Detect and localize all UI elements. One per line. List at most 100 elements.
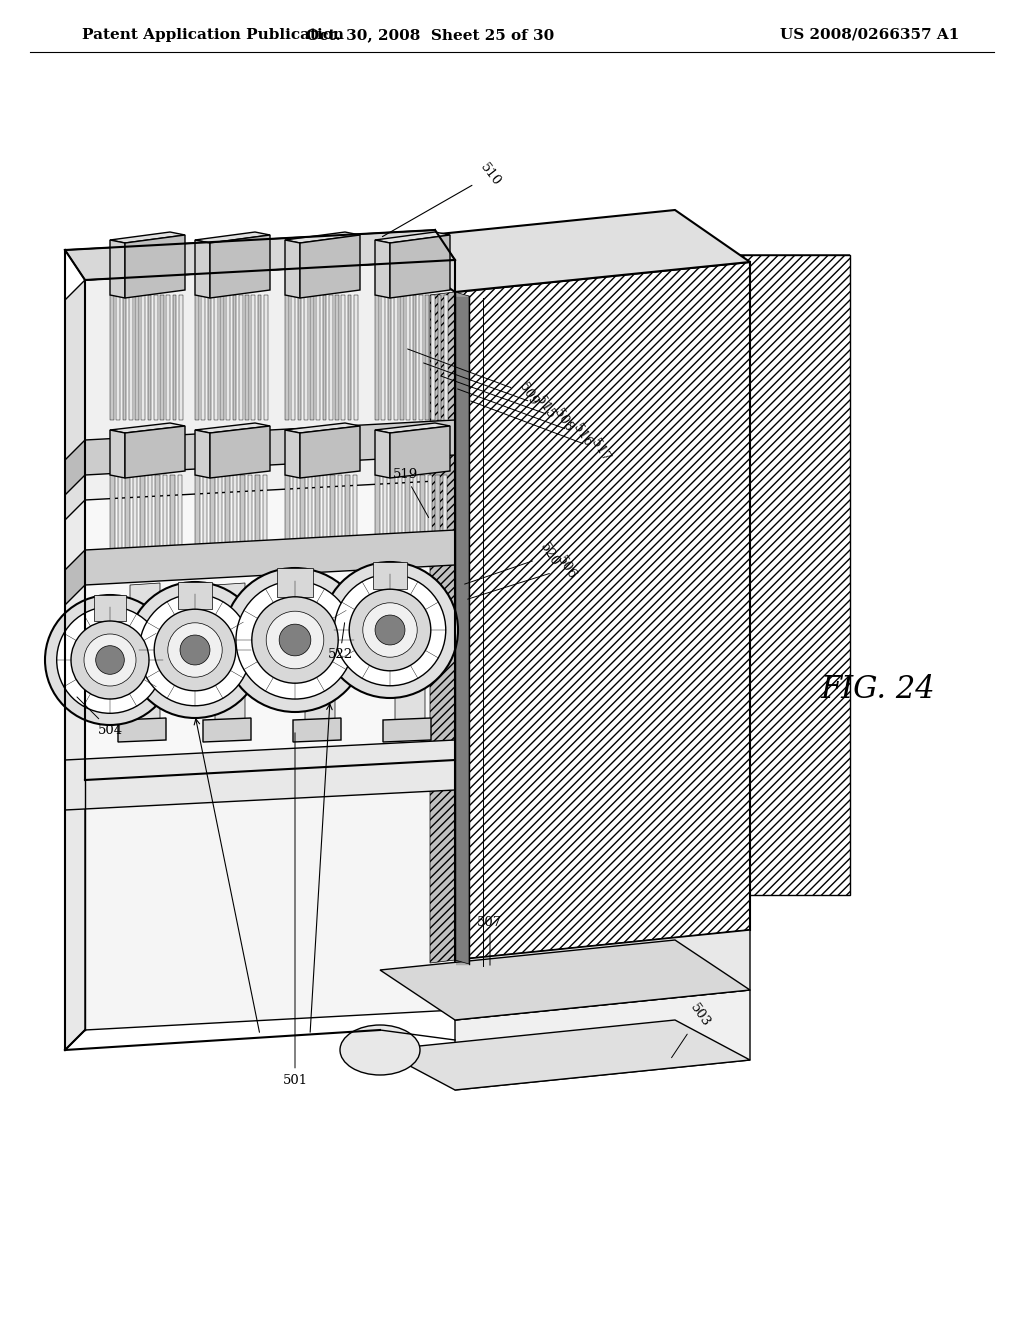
- Polygon shape: [316, 294, 321, 420]
- Polygon shape: [160, 294, 164, 420]
- Polygon shape: [353, 294, 357, 420]
- Polygon shape: [329, 294, 333, 420]
- Polygon shape: [226, 294, 230, 420]
- Polygon shape: [215, 583, 245, 722]
- Polygon shape: [203, 718, 251, 742]
- Polygon shape: [293, 475, 297, 550]
- Circle shape: [95, 645, 124, 675]
- Polygon shape: [202, 294, 205, 420]
- Polygon shape: [214, 294, 218, 420]
- Polygon shape: [118, 475, 122, 550]
- Polygon shape: [345, 475, 349, 550]
- Polygon shape: [264, 294, 267, 420]
- Polygon shape: [387, 294, 391, 420]
- Polygon shape: [172, 294, 176, 420]
- Polygon shape: [125, 235, 185, 298]
- Polygon shape: [195, 422, 270, 433]
- Polygon shape: [455, 255, 850, 290]
- Circle shape: [180, 635, 210, 665]
- Polygon shape: [65, 280, 85, 540]
- Polygon shape: [431, 294, 435, 420]
- Polygon shape: [455, 292, 469, 964]
- Polygon shape: [135, 294, 139, 420]
- Text: Oct. 30, 2008  Sheet 25 of 30: Oct. 30, 2008 Sheet 25 of 30: [306, 28, 554, 42]
- Polygon shape: [232, 475, 238, 550]
- Text: 522: 522: [328, 623, 352, 661]
- Polygon shape: [240, 475, 245, 550]
- Text: FIG. 24: FIG. 24: [820, 675, 935, 705]
- Polygon shape: [427, 475, 432, 550]
- Polygon shape: [347, 294, 351, 420]
- Polygon shape: [338, 475, 342, 550]
- Polygon shape: [110, 475, 115, 550]
- Circle shape: [223, 568, 367, 711]
- Polygon shape: [375, 422, 450, 433]
- Text: 504: 504: [77, 697, 123, 737]
- Text: Patent Application Publication: Patent Application Publication: [82, 28, 344, 42]
- Text: 520: 520: [465, 541, 562, 585]
- Text: 501: 501: [283, 733, 307, 1086]
- Text: 507: 507: [477, 916, 503, 965]
- Polygon shape: [195, 475, 200, 550]
- Text: 510: 510: [382, 161, 503, 236]
- Polygon shape: [210, 426, 270, 478]
- Polygon shape: [291, 294, 295, 420]
- Polygon shape: [390, 235, 450, 298]
- Circle shape: [127, 582, 263, 718]
- Polygon shape: [248, 475, 252, 550]
- Polygon shape: [307, 475, 312, 550]
- Polygon shape: [437, 294, 441, 420]
- Circle shape: [236, 581, 354, 700]
- Polygon shape: [125, 426, 185, 478]
- Polygon shape: [210, 475, 215, 550]
- Circle shape: [266, 611, 324, 669]
- Polygon shape: [419, 294, 423, 420]
- Polygon shape: [178, 582, 212, 610]
- Polygon shape: [203, 475, 207, 550]
- Polygon shape: [245, 294, 249, 420]
- Polygon shape: [210, 235, 270, 298]
- Circle shape: [252, 597, 338, 684]
- Circle shape: [322, 562, 458, 698]
- Circle shape: [139, 594, 251, 706]
- Polygon shape: [177, 475, 182, 550]
- Polygon shape: [195, 232, 270, 243]
- Polygon shape: [154, 294, 158, 420]
- Polygon shape: [220, 294, 224, 420]
- Polygon shape: [117, 294, 120, 420]
- Polygon shape: [85, 260, 455, 520]
- Text: US 2008/0266357 A1: US 2008/0266357 A1: [780, 28, 959, 42]
- Polygon shape: [125, 475, 130, 550]
- Polygon shape: [406, 475, 410, 550]
- Polygon shape: [341, 294, 345, 420]
- Polygon shape: [85, 760, 455, 1030]
- Polygon shape: [420, 475, 425, 550]
- Polygon shape: [373, 562, 407, 589]
- Circle shape: [280, 624, 311, 656]
- Polygon shape: [555, 255, 850, 895]
- Polygon shape: [118, 718, 166, 742]
- Ellipse shape: [340, 1026, 420, 1074]
- Polygon shape: [413, 294, 417, 420]
- Polygon shape: [195, 294, 199, 420]
- Polygon shape: [425, 294, 429, 420]
- Polygon shape: [383, 475, 387, 550]
- Polygon shape: [65, 550, 85, 605]
- Circle shape: [56, 607, 163, 713]
- Polygon shape: [285, 240, 300, 298]
- Polygon shape: [65, 741, 455, 810]
- Polygon shape: [305, 583, 335, 722]
- Polygon shape: [443, 294, 447, 420]
- Polygon shape: [293, 718, 341, 742]
- Polygon shape: [130, 583, 160, 722]
- Polygon shape: [110, 232, 185, 243]
- Polygon shape: [257, 294, 261, 420]
- Polygon shape: [455, 931, 750, 1020]
- Text: 506: 506: [468, 554, 580, 599]
- Polygon shape: [251, 294, 255, 420]
- Polygon shape: [262, 475, 267, 550]
- Polygon shape: [300, 235, 360, 298]
- Polygon shape: [381, 294, 385, 420]
- Polygon shape: [141, 294, 145, 420]
- Text: 516: 516: [458, 389, 594, 449]
